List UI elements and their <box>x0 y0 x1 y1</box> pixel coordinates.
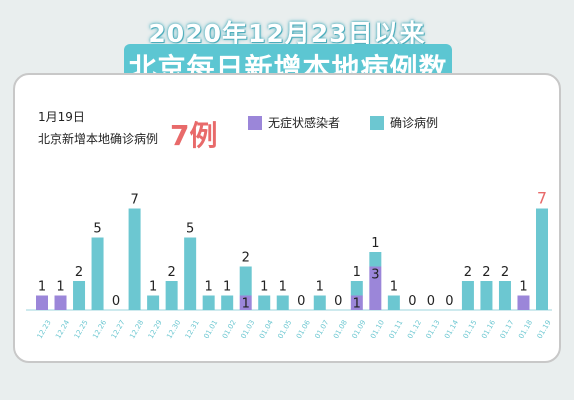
legend-item-asymptomatic: 无症状感染者 <box>248 114 340 131</box>
info-label: 北京新增本地确诊病例 <box>38 132 159 146</box>
data-label-12.25: 2 <box>75 265 83 280</box>
bar-confirmed-01.02 <box>221 295 234 310</box>
data-label-01.08: 0 <box>334 294 342 309</box>
data-label-01.02: 1 <box>223 280 231 295</box>
bar-confirmed-01.16 <box>480 281 493 310</box>
data-label-confirmed-01.10: 1 <box>371 236 379 251</box>
bar-confirmed-01.17 <box>498 281 511 310</box>
legend-item-confirmed: 确诊病例 <box>370 114 438 131</box>
legend-label-confirmed: 确诊病例 <box>390 116 439 130</box>
title-line-1: 2020年12月23日以来 <box>148 19 426 48</box>
bar-confirmed-12.29 <box>147 295 160 310</box>
data-label-01.06: 0 <box>297 294 305 309</box>
data-label-01.07: 1 <box>316 280 324 295</box>
data-label-01.18: 1 <box>519 280 527 295</box>
x-tick-label-01.16: 01.16 <box>480 318 497 340</box>
x-tick-label-12.23: 12.23 <box>36 319 53 340</box>
bar-confirmed-01.11 <box>387 295 400 310</box>
data-label-01.13: 0 <box>427 294 435 309</box>
data-label-12.30: 2 <box>167 265 175 280</box>
x-tick-label-01.09: 01.09 <box>351 319 368 340</box>
data-label-01.12: 0 <box>408 294 416 309</box>
x-tick-label-01.05: 01.05 <box>276 319 293 340</box>
x-tick-label-01.03: 01.03 <box>239 319 256 340</box>
x-tick-label-01.15: 01.15 <box>462 319 479 340</box>
x-tick-label-12.27: 12.27 <box>110 319 127 340</box>
x-tick-label-12.30: 12.30 <box>165 319 182 340</box>
data-label-confirmed-01.03: 2 <box>242 251 250 266</box>
bar-asymptomatic-01.09 <box>350 295 363 310</box>
data-label-confirmed-01.09: 1 <box>353 265 361 280</box>
x-tick-label-01.06: 01.06 <box>295 318 312 340</box>
x-tick-label-01.18: 01.18 <box>517 319 534 340</box>
data-label-12.29: 1 <box>149 280 157 295</box>
x-tick-label-12.25: 12.25 <box>73 319 90 340</box>
data-label-asymptomatic-01.10: 3 <box>371 268 379 283</box>
info-date: 1月19日 <box>38 110 85 124</box>
bar-confirmed-01.01 <box>202 295 215 310</box>
x-tick-label-12.26: 12.26 <box>91 318 108 340</box>
bar-confirmed-01.03 <box>239 266 252 296</box>
legend-swatch-asymptomatic <box>248 115 262 130</box>
x-tick-label-12.28: 12.28 <box>128 319 145 340</box>
data-label-12.31: 5 <box>186 222 194 237</box>
data-label-01.11: 1 <box>390 280 398 295</box>
data-label-01.05: 1 <box>279 280 287 295</box>
x-tick-label-01.10: 01.10 <box>369 319 386 340</box>
bar-confirmed-12.30 <box>165 281 178 310</box>
x-tick-label-01.11: 01.11 <box>388 319 405 340</box>
bar-confirmed-01.09 <box>350 281 363 296</box>
legend-swatch-confirmed <box>370 115 384 130</box>
data-label-01.01: 1 <box>205 280 213 295</box>
bar-confirmed-12.26 <box>91 237 104 310</box>
data-label-12.28: 7 <box>130 193 138 208</box>
x-tick-label-01.08: 01.08 <box>332 319 349 340</box>
bar-confirmed-12.31 <box>184 237 197 310</box>
info-value: 7例 <box>170 119 218 152</box>
data-label-01.04: 1 <box>260 280 268 295</box>
data-label-01.14: 0 <box>445 294 453 309</box>
data-label-asymptomatic-01.09: 1 <box>353 297 361 312</box>
bar-confirmed-12.25 <box>73 281 86 310</box>
bar-asymptomatic-01.18 <box>517 295 530 310</box>
bar-confirmed-01.07 <box>313 295 326 310</box>
x-tick-label-12.31: 12.31 <box>184 319 201 340</box>
x-tick-label-01.01: 01.01 <box>202 319 219 340</box>
x-tick-label-01.02: 01.02 <box>221 319 238 340</box>
x-tick-label-01.12: 01.12 <box>406 319 423 340</box>
x-tick-label-01.07: 01.07 <box>313 319 330 340</box>
data-label-12.26: 5 <box>93 222 101 237</box>
bar-confirmed-01.15 <box>461 281 474 310</box>
x-tick-label-01.17: 01.17 <box>499 319 516 340</box>
data-label-01.19: 7 <box>537 189 547 208</box>
bar-confirmed-01.19 <box>536 208 548 310</box>
bar-confirmed-01.04 <box>258 295 271 310</box>
legend-label-asymptomatic: 无症状感染者 <box>268 116 341 130</box>
x-tick-label-01.19: 01.19 <box>536 319 553 340</box>
bar-asymptomatic-12.23 <box>36 295 48 310</box>
bar-asymptomatic-01.10 <box>369 266 382 310</box>
bar-confirmed-01.05 <box>276 295 289 310</box>
data-label-12.24: 1 <box>56 280 64 295</box>
data-label-01.17: 2 <box>501 265 509 280</box>
chart-card <box>13 73 561 363</box>
data-label-asymptomatic-01.03: 1 <box>242 297 250 312</box>
data-label-12.27: 0 <box>112 294 120 309</box>
x-tick-label-12.24: 12.24 <box>54 318 71 340</box>
x-tick-label-12.29: 12.29 <box>147 319 164 340</box>
data-label-01.15: 2 <box>464 265 472 280</box>
bar-asymptomatic-01.03 <box>239 295 252 310</box>
x-tick-label-01.14: 01.14 <box>443 318 460 340</box>
x-tick-label-01.13: 01.13 <box>425 319 442 340</box>
x-tick-label-01.04: 01.04 <box>258 318 275 340</box>
data-label-12.23: 1 <box>38 280 46 295</box>
bar-asymptomatic-12.24 <box>54 295 67 310</box>
data-label-01.16: 2 <box>482 265 490 280</box>
bar-confirmed-01.10 <box>369 252 382 267</box>
bar-confirmed-12.28 <box>128 208 141 310</box>
